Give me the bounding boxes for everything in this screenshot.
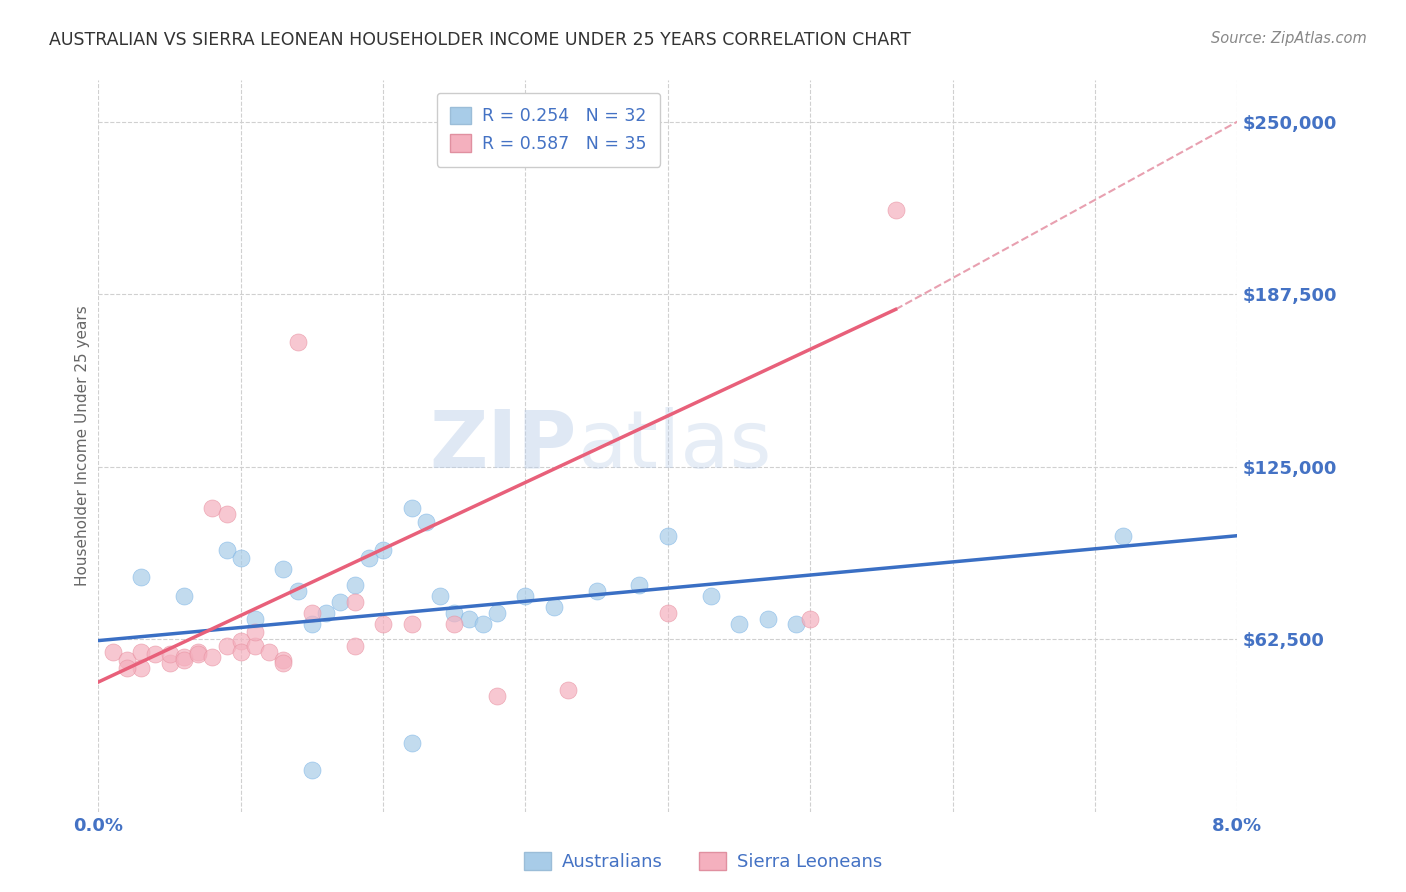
Legend: R = 0.254   N = 32, R = 0.587   N = 35: R = 0.254 N = 32, R = 0.587 N = 35 [436, 93, 659, 167]
Point [371, 617, 394, 632]
Point [229, 633, 252, 648]
Point [173, 590, 195, 604]
Point [173, 653, 195, 667]
Point [243, 639, 266, 653]
Point [229, 645, 252, 659]
Point [343, 578, 366, 592]
Point [187, 648, 209, 662]
Point [243, 625, 266, 640]
Point [259, 645, 281, 659]
Point [799, 611, 821, 625]
Point [884, 202, 907, 217]
Point [229, 550, 252, 565]
Point [657, 606, 679, 620]
Point [443, 617, 465, 632]
Point [557, 683, 579, 698]
Point [129, 645, 152, 659]
Point [415, 515, 437, 529]
Point [357, 550, 380, 565]
Point [115, 653, 138, 667]
Y-axis label: Householder Income Under 25 years: Householder Income Under 25 years [75, 306, 90, 586]
Point [115, 661, 138, 675]
Point [273, 653, 295, 667]
Point [486, 689, 509, 703]
Point [173, 650, 195, 665]
Point [443, 606, 465, 620]
Point [301, 606, 323, 620]
Point [215, 507, 238, 521]
Point [401, 736, 423, 750]
Point [129, 661, 152, 675]
Text: AUSTRALIAN VS SIERRA LEONEAN HOUSEHOLDER INCOME UNDER 25 YEARS CORRELATION CHART: AUSTRALIAN VS SIERRA LEONEAN HOUSEHOLDER… [49, 31, 911, 49]
Point [429, 590, 451, 604]
Point [215, 542, 238, 557]
Point [343, 639, 366, 653]
Point [628, 578, 651, 592]
Point [329, 595, 352, 609]
Point [101, 645, 124, 659]
Legend: Australians, Sierra Leoneans: Australians, Sierra Leoneans [517, 845, 889, 879]
Point [273, 562, 295, 576]
Point [756, 611, 779, 625]
Point [287, 583, 309, 598]
Point [273, 656, 295, 670]
Point [657, 529, 679, 543]
Point [515, 590, 537, 604]
Point [287, 335, 309, 350]
Point [129, 570, 152, 584]
Point [159, 656, 181, 670]
Point [145, 648, 167, 662]
Point [401, 501, 423, 516]
Point [699, 590, 721, 604]
Point [486, 606, 509, 620]
Point [343, 595, 366, 609]
Point [471, 617, 494, 632]
Text: Source: ZipAtlas.com: Source: ZipAtlas.com [1211, 31, 1367, 46]
Text: ZIP: ZIP [429, 407, 576, 485]
Point [457, 611, 479, 625]
Point [585, 583, 607, 598]
Point [543, 600, 565, 615]
Point [187, 645, 209, 659]
Point [401, 617, 423, 632]
Point [301, 617, 323, 632]
Point [371, 542, 394, 557]
Point [1112, 529, 1135, 543]
Point [301, 764, 323, 778]
Point [315, 606, 337, 620]
Point [201, 501, 224, 516]
Point [243, 611, 266, 625]
Point [785, 617, 807, 632]
Point [201, 650, 224, 665]
Point [728, 617, 751, 632]
Point [159, 648, 181, 662]
Point [215, 639, 238, 653]
Text: atlas: atlas [576, 407, 770, 485]
